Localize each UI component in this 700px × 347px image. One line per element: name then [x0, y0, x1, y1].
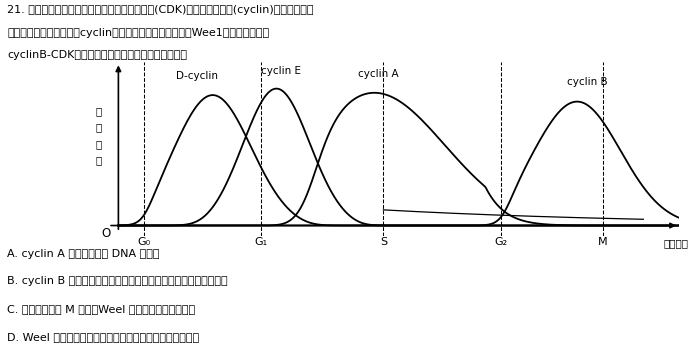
Text: 21. 细胞周期控制器是由细胞周期蛋白依赖激酶(CDK)和细胞周期蛋白(cyclin)两种蛋白质构: 21. 细胞周期控制器是由细胞周期蛋白依赖激酶(CDK)和细胞周期蛋白(cycl…: [7, 5, 314, 15]
Text: A. cyclin A 蛋白可能参与 DNA 的复制: A. cyclin A 蛋白可能参与 DNA 的复制: [7, 248, 160, 259]
Text: 成的复合物。下图为多种cyclin在细胞周期中的表达水平，Wee1蛋白激酶可抑制: 成的复合物。下图为多种cyclin在细胞周期中的表达水平，Wee1蛋白激酶可抑制: [7, 28, 269, 38]
Text: cyclin B: cyclin B: [567, 77, 608, 87]
Text: O: O: [101, 227, 111, 240]
Text: cyclinB-CDK复合物的活性。下列相关说法错误的是: cyclinB-CDK复合物的活性。下列相关说法错误的是: [7, 50, 187, 60]
Text: C. 细胞顺利进入 M 期时，Weel 蛋白激酶的活性会减弱: C. 细胞顺利进入 M 期时，Weel 蛋白激酶的活性会减弱: [7, 304, 195, 314]
Text: cyclin E: cyclin E: [262, 66, 302, 76]
Text: G₁: G₁: [255, 237, 267, 247]
Text: 表
达
水
平: 表 达 水 平: [96, 106, 102, 166]
Text: 细胞周期: 细胞周期: [664, 239, 689, 248]
Text: D-cyclin: D-cyclin: [176, 71, 218, 81]
Text: D. Weel 蛋白激酶活性降低，可使细胞分裂间期的时间增加: D. Weel 蛋白激酶活性降低，可使细胞分裂间期的时间增加: [7, 332, 199, 342]
Text: M: M: [598, 237, 608, 247]
Text: B. cyclin B 可能与启动纺锤体的组装及纺锤丝与染色体的连接有关: B. cyclin B 可能与启动纺锤体的组装及纺锤丝与染色体的连接有关: [7, 276, 228, 286]
Text: S: S: [380, 237, 387, 247]
Text: G₂: G₂: [494, 237, 508, 247]
Text: G₀: G₀: [137, 237, 150, 247]
Text: cyclin A: cyclin A: [358, 69, 398, 79]
